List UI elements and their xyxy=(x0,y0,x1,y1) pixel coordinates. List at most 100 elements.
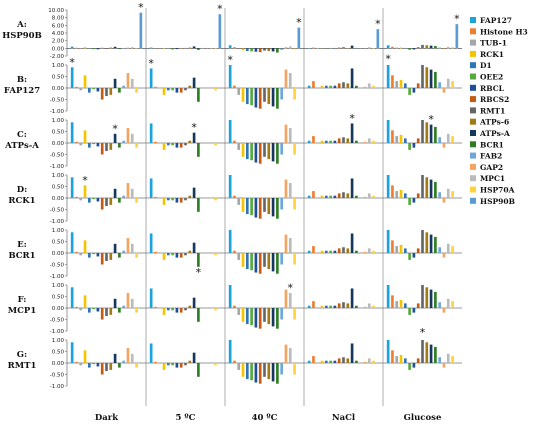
bar-histone-h3 xyxy=(75,141,78,143)
bar-rbcs2 xyxy=(179,88,183,93)
bar-atps-6 xyxy=(109,88,113,95)
bar-histone-h3 xyxy=(391,185,394,198)
bar-histone-h3 xyxy=(75,306,78,308)
bar-rck1 xyxy=(241,253,245,267)
bar-rbcl xyxy=(412,198,416,203)
legend: FAP127 Histone H3 TUB-1 RCK1 D1 OEE2 RBCL RBCS2… xyxy=(470,16,528,206)
bar-rck1 xyxy=(162,198,166,205)
bar-hsp70a xyxy=(451,246,454,253)
bar-atps-6 xyxy=(267,88,271,105)
row-label-letter: F: xyxy=(18,295,27,305)
bar-fab2 xyxy=(280,143,284,155)
bar-rbcs2 xyxy=(179,143,183,148)
bar-bcr1 xyxy=(197,143,200,157)
bar-fap127 xyxy=(386,65,390,88)
bar-rbcs2 xyxy=(179,363,183,368)
bar-rmt1 xyxy=(342,192,345,198)
bar-hsp70a xyxy=(293,253,296,265)
bar-rck1 xyxy=(162,363,166,370)
bar-bcr1 xyxy=(276,198,279,219)
bar-mpc1 xyxy=(367,248,371,253)
bar-mpc1 xyxy=(288,348,292,363)
bar-gap2 xyxy=(126,183,130,198)
bar-mpc1 xyxy=(288,238,292,253)
bar-bcr1 xyxy=(197,48,200,50)
bar-gap2 xyxy=(442,198,446,203)
bar-fab2 xyxy=(122,250,126,253)
y-tick-label: 0.50 xyxy=(52,240,65,246)
bar-hsp90b xyxy=(455,24,459,49)
bar-gap2 xyxy=(442,48,446,50)
bar-mpc1 xyxy=(288,73,292,88)
bar-hsp70a xyxy=(135,198,138,203)
bar-rmt1 xyxy=(184,308,187,311)
bar-bcr1 xyxy=(197,253,200,267)
bar-hsp70a xyxy=(214,253,217,256)
bar-rbcl xyxy=(175,308,179,313)
bar-atps-a xyxy=(350,178,354,198)
bar-bcr1 xyxy=(197,88,200,102)
bar-atps-6 xyxy=(267,143,271,160)
legend-entry: RCK1 xyxy=(480,50,504,59)
bar-rbcl xyxy=(412,308,416,313)
legend-entry: ATPs-A xyxy=(479,129,510,138)
bar-fab2 xyxy=(280,253,284,265)
bar-hsp70a xyxy=(135,143,138,148)
bar-rbcs2 xyxy=(416,358,420,363)
y-tick-label: 0.00 xyxy=(52,251,65,257)
bar-rbcl xyxy=(254,308,258,328)
bar-atps-6 xyxy=(188,140,192,143)
bar-hsp70a xyxy=(293,308,296,320)
bar-rbcs2 xyxy=(179,198,183,203)
legend-entry: HSP90B xyxy=(480,197,515,206)
bar-atps-a xyxy=(271,363,275,382)
bar-rck1 xyxy=(320,305,324,308)
bar-bcr1 xyxy=(118,48,121,49)
bar-d1 xyxy=(245,48,249,52)
bar-rbcs2 xyxy=(416,303,420,308)
row-rck1: D:RCK1 1.00 0.50 0.00 -0.50 -1.00 * xyxy=(8,173,462,225)
condition-labels: Dark 5 ºC 40 ºC NaCl Glucose xyxy=(95,413,442,423)
bar-atps-a xyxy=(113,133,117,143)
bar-rmt1 xyxy=(263,143,266,157)
y-tick-label: 0.00 xyxy=(52,141,65,147)
bar-d1 xyxy=(324,140,328,143)
bar-rbcl xyxy=(96,363,100,367)
significance-star: * xyxy=(385,52,391,65)
significance-star: * xyxy=(375,18,381,31)
bar-oee2 xyxy=(250,253,253,271)
bar-bcr1 xyxy=(434,126,437,143)
row-label-letter: A: xyxy=(16,20,27,30)
bar-atps-a xyxy=(350,68,354,88)
bar-bcr1 xyxy=(118,363,121,368)
bar-rmt1 xyxy=(184,253,187,256)
bar-atps-a xyxy=(429,45,433,49)
significance-star: * xyxy=(428,113,434,126)
bar-atps-6 xyxy=(346,358,350,363)
bar-rbcs2 xyxy=(258,308,262,329)
bar-mpc1 xyxy=(130,188,134,198)
y-tick-label: 1.00 xyxy=(52,173,65,179)
bar-rck1 xyxy=(83,130,87,143)
y-tick-label: -0.50 xyxy=(50,153,65,159)
bar-fap127 xyxy=(307,85,311,88)
bar-histone-h3 xyxy=(75,361,78,363)
bar-oee2 xyxy=(408,363,411,370)
bar-fap127 xyxy=(149,233,153,253)
bar-rbcl xyxy=(254,363,258,383)
legend-entry: D1 xyxy=(480,61,492,70)
bar-fap127 xyxy=(228,230,232,253)
bar-atps-6 xyxy=(109,308,113,315)
bar-rck1 xyxy=(83,185,87,198)
bar-atps-6 xyxy=(188,250,192,253)
y-tick-label: -2.00 xyxy=(50,54,65,60)
legend-swatch xyxy=(470,141,476,148)
bar-hsp70a xyxy=(135,88,138,93)
y-tick-label: -0.50 xyxy=(50,318,65,324)
bar-hsp70a xyxy=(214,198,217,201)
bar-fab2 xyxy=(122,360,126,363)
bar-rbcl xyxy=(254,253,258,273)
bar-atps-a xyxy=(350,233,354,253)
bar-atps-a xyxy=(271,88,275,107)
y-tick-label: 0.50 xyxy=(52,350,65,356)
